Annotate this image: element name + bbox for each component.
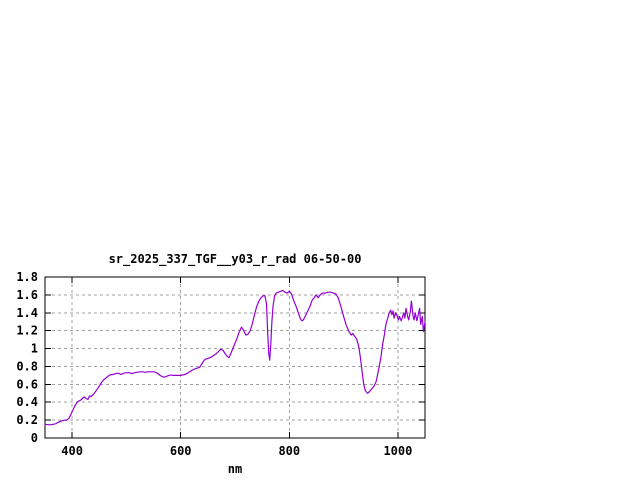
plot-frame xyxy=(44,276,426,439)
y-tick-label: 0.4 xyxy=(16,395,38,409)
y-tick-label: 0 xyxy=(31,431,38,445)
chart-title: sr_2025_337_TGF__y03_r_rad 06-50-00 xyxy=(108,252,362,266)
spectrum-curve xyxy=(44,289,426,426)
y-tick-label: 0.6 xyxy=(16,377,38,391)
x-tick-label: 800 xyxy=(278,444,300,458)
x-tick-label: 400 xyxy=(61,444,83,458)
y-tick-label: 1.4 xyxy=(16,306,38,320)
y-tick-label: 1.8 xyxy=(16,270,38,284)
x-tick-label: 600 xyxy=(170,444,192,458)
x-axis-label: nm xyxy=(227,462,243,476)
x-tick-label: 1000 xyxy=(383,444,412,458)
y-tick-label: 0.2 xyxy=(16,413,38,427)
y-tick-label: 1.6 xyxy=(16,288,38,302)
y-tick-label: 1.2 xyxy=(16,324,38,338)
y-tick-label: 0.8 xyxy=(16,359,38,373)
y-tick-label: 1 xyxy=(31,342,38,356)
